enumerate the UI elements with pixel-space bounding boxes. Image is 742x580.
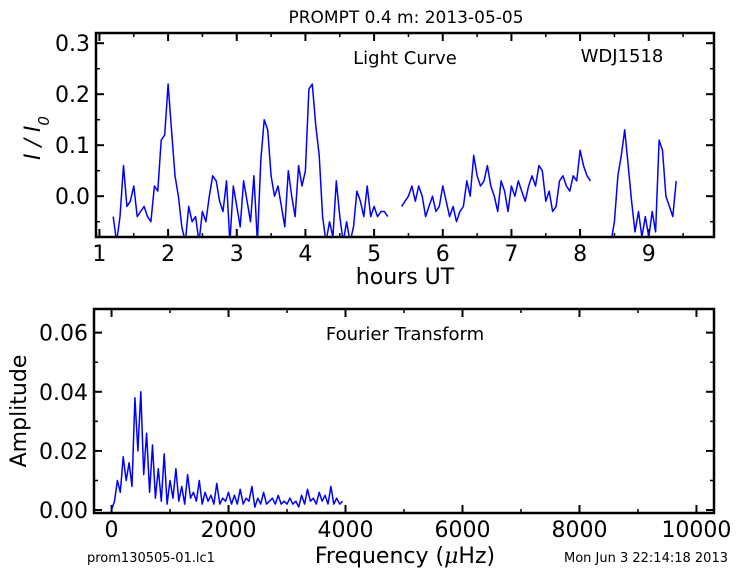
- light-curve-y-label: I / I0: [21, 116, 53, 160]
- light-curve-x-tick-label: 2: [161, 242, 175, 267]
- fourier-series-line-1: [110, 391, 344, 511]
- light-curve-series-line-3: [611, 129, 677, 237]
- footer-timestamp: Mon Jun 3 22:14:18 2013: [564, 551, 728, 566]
- fourier-y-label: Amplitude: [7, 355, 32, 468]
- light-curve-frame: [94, 31, 716, 239]
- x-label-base: Frequency (: [315, 544, 444, 569]
- fourier-series: [110, 391, 344, 511]
- fourier-y-tick-label: 0.04: [39, 381, 88, 406]
- fourier-x-tick-label: 2000: [201, 518, 257, 543]
- light-curve-x-tick-label: 6: [436, 242, 450, 267]
- light-curve-y-tick-label: 0.1: [55, 134, 90, 159]
- light-curve-x-tick-label: 7: [504, 242, 518, 267]
- light-curve-x-tick-label: 1: [92, 242, 106, 267]
- light-curve-x-tick-label: 8: [573, 242, 587, 267]
- fourier-x-tick-label: 4000: [318, 518, 374, 543]
- fourier-title: Fourier Transform: [326, 324, 484, 345]
- x-label-unit: Hz): [458, 544, 495, 569]
- fourier-x-tick-label: 8000: [551, 518, 607, 543]
- fourier-ticks: 0 2000 4000 6000 8000 10000 0.00 0.02 0.04 0.06: [39, 309, 731, 543]
- fourier-x-tick-label: 10000: [661, 518, 731, 543]
- light-curve-series-line-1: [112, 83, 389, 237]
- fourier-transform-panel: 0 2000 4000 6000 8000 10000 0.00 0.02 0.04 0.06 F…: [7, 307, 731, 569]
- light-curve-x-tick-label: 4: [298, 242, 312, 267]
- fourier-y-tick-label: 0.00: [39, 499, 88, 524]
- fourier-x-tick-label: 0: [105, 518, 119, 543]
- light-curve-ticks: 1 2 3 4 5 6 7 8 9 0.0 0.1 0.2 0.3: [55, 32, 714, 267]
- fourier-y-tick-label: 0.06: [39, 322, 88, 347]
- light-curve-panel: 1 2 3 4 5 6 7 8 9 0.0 0.1 0.2 0.3 Light Curve WDJ151…: [21, 31, 716, 290]
- light-curve-y-tick-label: 0.2: [55, 83, 90, 108]
- footer-filename: prom130505-01.lc1: [87, 551, 215, 566]
- light-curve-x-tick-label: 3: [230, 242, 244, 267]
- light-curve-x-label: hours UT: [356, 265, 455, 290]
- light-curve-series-line-2: [400, 149, 592, 223]
- fourier-frame: [92, 307, 716, 515]
- y-label-subscript: 0: [35, 116, 53, 126]
- light-curve-y-tick-label: 0.0: [55, 185, 90, 210]
- light-curve-x-tick-label: 5: [367, 242, 381, 267]
- fourier-x-tick-label: 6000: [434, 518, 490, 543]
- light-curve-x-tick-label: 9: [642, 242, 656, 267]
- y-label-base: I / I: [21, 126, 46, 160]
- figure-title: PROMPT 0.4 m: 2013-05-05: [288, 8, 523, 28]
- light-curve-y-tick-label: 0.3: [55, 32, 90, 57]
- object-name-annotation: WDJ1518: [581, 46, 664, 67]
- x-label-mu: μ: [444, 544, 458, 569]
- fourier-y-tick-label: 0.02: [39, 440, 88, 465]
- light-curve-title: Light Curve: [353, 48, 457, 69]
- fourier-x-label: Frequency (μHz): [315, 544, 495, 569]
- light-curve-series: [112, 83, 677, 237]
